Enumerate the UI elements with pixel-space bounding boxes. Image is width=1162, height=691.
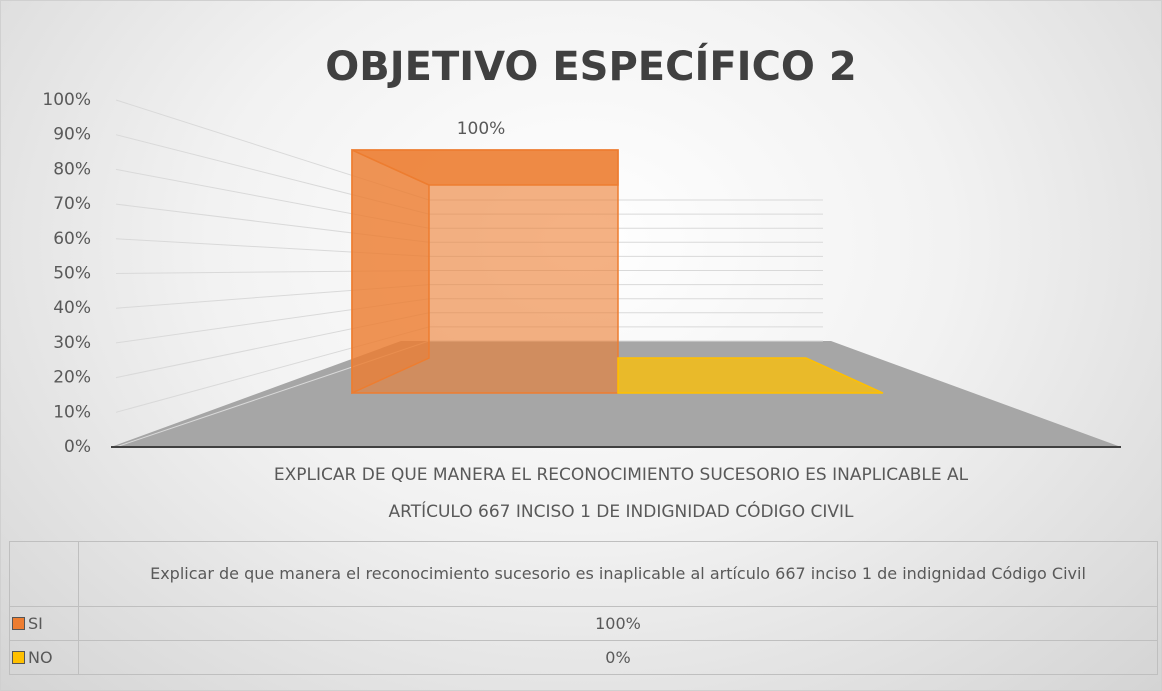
legend-swatch xyxy=(12,651,25,664)
legend-entry: SI xyxy=(9,606,79,641)
table-header: Explicar de que manera el reconocimiento… xyxy=(78,541,1158,607)
x-category-label: EXPLICAR DE QUE MANERA EL RECONOCIMIENTO… xyxy=(273,465,969,522)
y-tick-label: 90% xyxy=(53,125,91,145)
table-row: SI 100% xyxy=(9,606,1158,641)
y-tick-label: 40% xyxy=(53,298,91,318)
y-tick-label: 50% xyxy=(53,264,91,284)
y-tick-label: 80% xyxy=(53,159,91,179)
legend-swatch xyxy=(12,617,25,630)
y-tick-label: 70% xyxy=(53,194,91,214)
y-tick-label: 10% xyxy=(53,402,91,422)
legend-label: SI xyxy=(28,614,43,633)
legend-entry: NO xyxy=(9,640,79,675)
y-tick-label: 100% xyxy=(42,90,91,110)
data-label: 100% xyxy=(457,119,506,139)
data-table: Explicar de que manera el reconocimiento… xyxy=(9,541,1158,675)
table-value: 100% xyxy=(78,606,1158,641)
table-value: 0% xyxy=(78,640,1158,675)
table-row: NO 0% xyxy=(9,640,1158,675)
table-corner xyxy=(9,541,79,607)
y-tick-label: 0% xyxy=(64,437,91,457)
bar-front xyxy=(351,149,619,394)
y-tick-label: 20% xyxy=(53,368,91,388)
y-tick-label: 30% xyxy=(53,333,91,353)
chart-title: OBJETIVO ESPECÍFICO 2 xyxy=(325,42,856,90)
legend-label: NO xyxy=(28,648,53,667)
bar-top xyxy=(617,357,884,394)
y-tick-label: 60% xyxy=(53,229,91,249)
